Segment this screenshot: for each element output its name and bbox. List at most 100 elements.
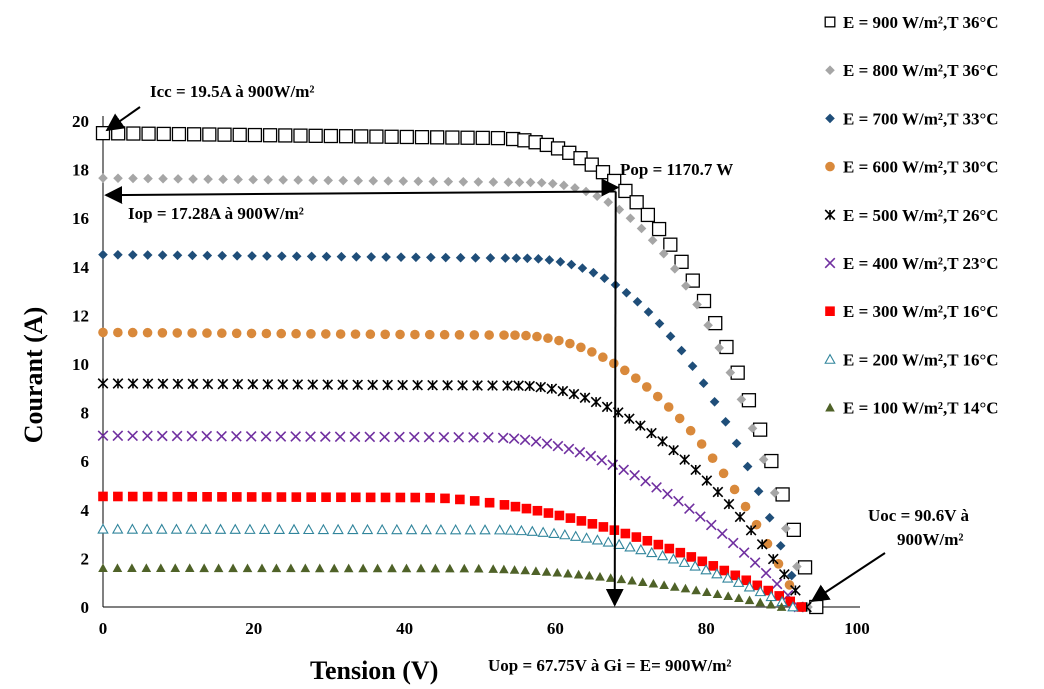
data-point — [128, 250, 138, 260]
data-point — [257, 563, 267, 573]
data-point — [186, 430, 198, 442]
data-point — [233, 174, 243, 185]
data-point — [627, 575, 637, 585]
data-point — [670, 264, 680, 274]
data-point — [97, 430, 109, 442]
y-tick-label: 10 — [72, 355, 89, 374]
data-point — [673, 495, 684, 507]
data-point — [425, 492, 435, 503]
data-point — [752, 580, 763, 591]
data-point — [641, 382, 652, 392]
annotation-uoc-line2: 900W/m² — [897, 530, 963, 549]
data-point — [790, 584, 801, 596]
data-point — [651, 221, 667, 237]
data-point — [244, 523, 256, 534]
data-point — [587, 347, 597, 357]
data-point — [200, 523, 212, 534]
data-point — [472, 380, 483, 391]
data-point — [217, 378, 229, 390]
data-point — [691, 585, 701, 595]
data-point — [570, 183, 580, 193]
data-point — [156, 563, 166, 573]
data-point — [714, 343, 725, 353]
data-point — [559, 180, 569, 191]
data-point — [484, 330, 494, 340]
data-point — [367, 379, 379, 391]
data-point — [625, 213, 636, 224]
data-points — [95, 126, 824, 615]
data-point — [566, 259, 577, 270]
data-point — [306, 329, 316, 339]
data-point — [172, 491, 183, 502]
data-point — [621, 287, 632, 298]
legend-label: E = 300 W/m²,T 16°C — [843, 302, 999, 321]
data-point — [172, 250, 183, 261]
data-point — [469, 496, 480, 506]
annotation-pop: Pop = 1170.7 W — [620, 160, 733, 179]
legend-item: E = 900 W/m²,T 36°C — [824, 13, 999, 32]
data-point — [228, 563, 238, 573]
data-point — [577, 263, 588, 273]
data-point — [702, 587, 712, 597]
x-tick-label: 0 — [99, 619, 108, 638]
data-point — [112, 563, 123, 572]
data-point — [740, 501, 751, 512]
data-point — [689, 560, 701, 571]
data-point — [395, 492, 406, 503]
data-point — [111, 126, 126, 141]
data-point — [172, 378, 184, 390]
data-point — [749, 557, 761, 568]
data-point — [554, 510, 565, 521]
data-point — [620, 528, 631, 539]
data-point — [541, 438, 553, 449]
data-point — [113, 173, 123, 184]
data-point — [213, 563, 224, 573]
data-point — [645, 546, 658, 558]
data-point — [247, 127, 263, 143]
data-point — [410, 492, 421, 503]
data-point — [347, 523, 359, 535]
data-point — [445, 130, 460, 145]
data-point — [690, 464, 702, 476]
x-tick-label: 20 — [245, 619, 262, 638]
data-point — [216, 430, 227, 442]
data-point — [484, 497, 495, 508]
y-tick-label: 8 — [81, 404, 90, 423]
arrow-icc — [105, 106, 141, 132]
data-point — [493, 524, 506, 535]
data-point — [184, 563, 195, 573]
data-point — [598, 352, 608, 363]
data-point — [825, 65, 835, 75]
data-point — [336, 492, 346, 503]
data-point — [170, 523, 183, 534]
data-point — [623, 413, 635, 425]
data-point — [482, 432, 494, 443]
data-point — [515, 524, 528, 536]
data-point — [232, 378, 244, 390]
data-point — [469, 330, 480, 340]
x-tick-label: 60 — [547, 619, 564, 638]
data-point — [306, 492, 316, 502]
data-point — [156, 126, 171, 142]
data-point — [350, 329, 361, 339]
series-2 — [98, 173, 813, 612]
data-point — [502, 380, 513, 391]
data-point — [172, 328, 183, 338]
data-point — [732, 576, 745, 587]
legend-label: E = 500 W/m²,T 26°C — [843, 206, 999, 225]
data-point — [642, 535, 653, 546]
data-point — [640, 207, 656, 223]
data-point — [380, 329, 391, 340]
data-point — [372, 563, 383, 573]
data-point — [687, 361, 698, 371]
data-point — [725, 367, 736, 378]
data-point — [796, 602, 807, 612]
data-point — [684, 503, 695, 515]
data-point — [574, 446, 586, 458]
data-point — [401, 563, 412, 573]
data-point — [199, 563, 209, 573]
data-point — [718, 468, 729, 479]
data-point — [157, 328, 168, 338]
data-point — [261, 492, 272, 502]
legend: E = 900 W/m²,T 36°C E = 800 W/m²,T 36°C E … — [824, 13, 999, 418]
